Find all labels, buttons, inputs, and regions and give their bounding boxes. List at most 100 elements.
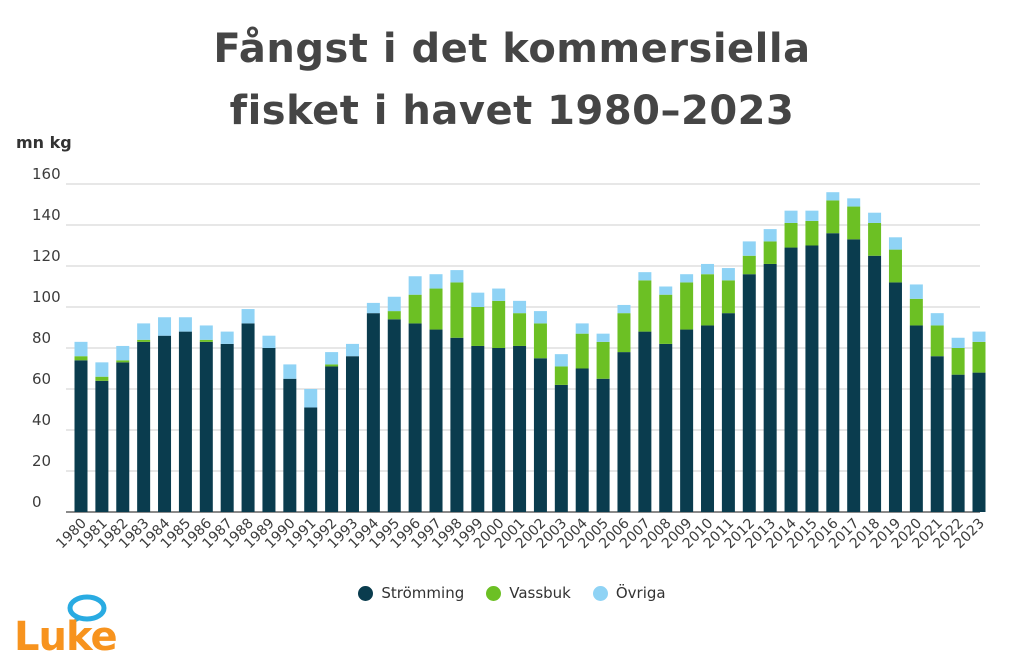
bar-segment-vassbuk	[74, 356, 88, 361]
bar-segment-vassbuk	[408, 294, 422, 324]
logo-text: Luke	[14, 614, 118, 660]
bar-segment-övriga	[304, 389, 318, 408]
bar-segment-vassbuk	[137, 339, 151, 342]
bar-segment-övriga	[805, 210, 819, 221]
y-tick-label: 60	[32, 370, 51, 388]
bar-segment-strömming	[95, 380, 109, 512]
y-tick-label: 80	[32, 329, 51, 347]
bar-segment-övriga	[930, 313, 944, 326]
chart-title-line-2: fisket i havet 1980–2023	[229, 88, 795, 134]
bar-segment-strömming	[575, 368, 589, 512]
bar-segment-strömming	[951, 374, 965, 512]
bar-segment-strömming	[868, 255, 882, 512]
y-tick-label: 100	[32, 288, 61, 306]
bar-segment-strömming	[763, 263, 777, 512]
y-tick-label: 40	[32, 411, 51, 429]
bar-segment-övriga	[868, 212, 882, 223]
bar-segment-övriga	[283, 364, 297, 379]
bar-segment-strömming	[220, 343, 234, 512]
bar-segment-vassbuk	[888, 249, 902, 283]
bar-segment-strömming	[742, 274, 756, 512]
y-tick-label: 0	[32, 493, 42, 511]
bar-segment-vassbuk	[763, 241, 777, 264]
bar-segment-vassbuk	[199, 339, 213, 342]
chart-title-line-1: Fångst i det kommersiella	[213, 26, 811, 72]
bar-segment-strömming	[638, 331, 652, 512]
bar-segment-övriga	[220, 331, 234, 344]
bar-segment-vassbuk	[951, 348, 965, 375]
bar-segment-strömming	[596, 378, 610, 512]
bar-segment-övriga	[533, 311, 547, 324]
bar-segment-övriga	[888, 237, 902, 250]
bar-segment-övriga	[387, 296, 401, 312]
bar-segment-övriga	[95, 362, 109, 377]
bar-segment-övriga	[513, 300, 527, 314]
bar-segment-övriga	[471, 292, 485, 307]
bar-segment-strömming	[74, 360, 88, 512]
bar-segment-strömming	[533, 358, 547, 512]
bar-segment-övriga	[241, 309, 255, 324]
bar-segment-vassbuk	[596, 341, 610, 379]
bar-segment-övriga	[450, 270, 464, 283]
bar-segment-strömming	[116, 362, 130, 512]
bar-segment-strömming	[241, 323, 255, 512]
legend-swatch	[592, 585, 608, 601]
legend-item: Vassbuk	[486, 584, 571, 602]
bar-segment-strömming	[366, 313, 380, 512]
legend-label: Vassbuk	[509, 584, 571, 602]
bar-segment-vassbuk	[680, 282, 694, 330]
bar-segment-vassbuk	[325, 364, 339, 367]
legend-label: Strömming	[381, 584, 465, 602]
bar-segment-strömming	[408, 323, 422, 512]
bar-segment-övriga	[492, 288, 506, 301]
bar-segment-övriga	[951, 337, 965, 348]
bar-segment-strömming	[721, 313, 735, 512]
bar-segment-vassbuk	[909, 298, 923, 326]
bar-segment-strömming	[930, 356, 944, 512]
bar-segment-övriga	[554, 354, 568, 367]
bar-segment-vassbuk	[116, 360, 130, 363]
bar-segment-vassbuk	[471, 307, 485, 346]
bar-segment-övriga	[972, 331, 986, 342]
y-tick-label: 140	[32, 206, 61, 224]
bar-segment-strömming	[178, 331, 192, 512]
stacked-bar-chart: 0204060801001201401601980198119821983198…	[32, 165, 988, 552]
bar-segment-vassbuk	[930, 325, 944, 357]
bar-segment-vassbuk	[575, 333, 589, 369]
bar-segment-strömming	[283, 378, 297, 512]
bar-segment-övriga	[575, 323, 589, 334]
bar-segment-vassbuk	[742, 255, 756, 275]
legend-item: Strömming	[358, 584, 464, 602]
bar-segment-strömming	[554, 384, 568, 512]
bar-segment-strömming	[847, 239, 861, 512]
bar-segment-vassbuk	[847, 206, 861, 240]
bar-segment-strömming	[909, 325, 923, 512]
bar-segment-strömming	[888, 282, 902, 512]
bar-segment-strömming	[826, 233, 840, 512]
bar-segment-övriga	[701, 263, 715, 275]
bar-segment-vassbuk	[972, 341, 986, 373]
y-tick-label: 160	[32, 165, 61, 183]
bar-segment-vassbuk	[617, 313, 631, 353]
bar-segment-vassbuk	[659, 294, 673, 344]
bar-segment-strömming	[325, 366, 339, 512]
bar-segment-vassbuk	[533, 323, 547, 359]
bar-segment-övriga	[262, 335, 276, 348]
bar-segment-vassbuk	[638, 280, 652, 332]
bar-segment-strömming	[450, 337, 464, 512]
bar-segment-övriga	[659, 286, 673, 295]
bar-segment-strömming	[492, 348, 506, 512]
chart-title: Fångst i det kommersiella fisket i havet…	[0, 18, 1024, 142]
bar-segment-övriga	[847, 198, 861, 207]
bar-segment-övriga	[137, 323, 151, 340]
chart-legend: Strömming Vassbuk Övriga	[0, 584, 1024, 602]
bar-segment-vassbuk	[784, 222, 798, 248]
bar-segment-övriga	[742, 241, 756, 256]
bar-segment-strömming	[137, 341, 151, 512]
bar-segment-strömming	[158, 335, 172, 512]
bar-segment-övriga	[596, 333, 610, 342]
bar-segment-vassbuk	[554, 366, 568, 385]
bar-segment-strömming	[471, 345, 485, 512]
bar-segment-vassbuk	[721, 280, 735, 314]
bar-segment-strömming	[972, 372, 986, 512]
